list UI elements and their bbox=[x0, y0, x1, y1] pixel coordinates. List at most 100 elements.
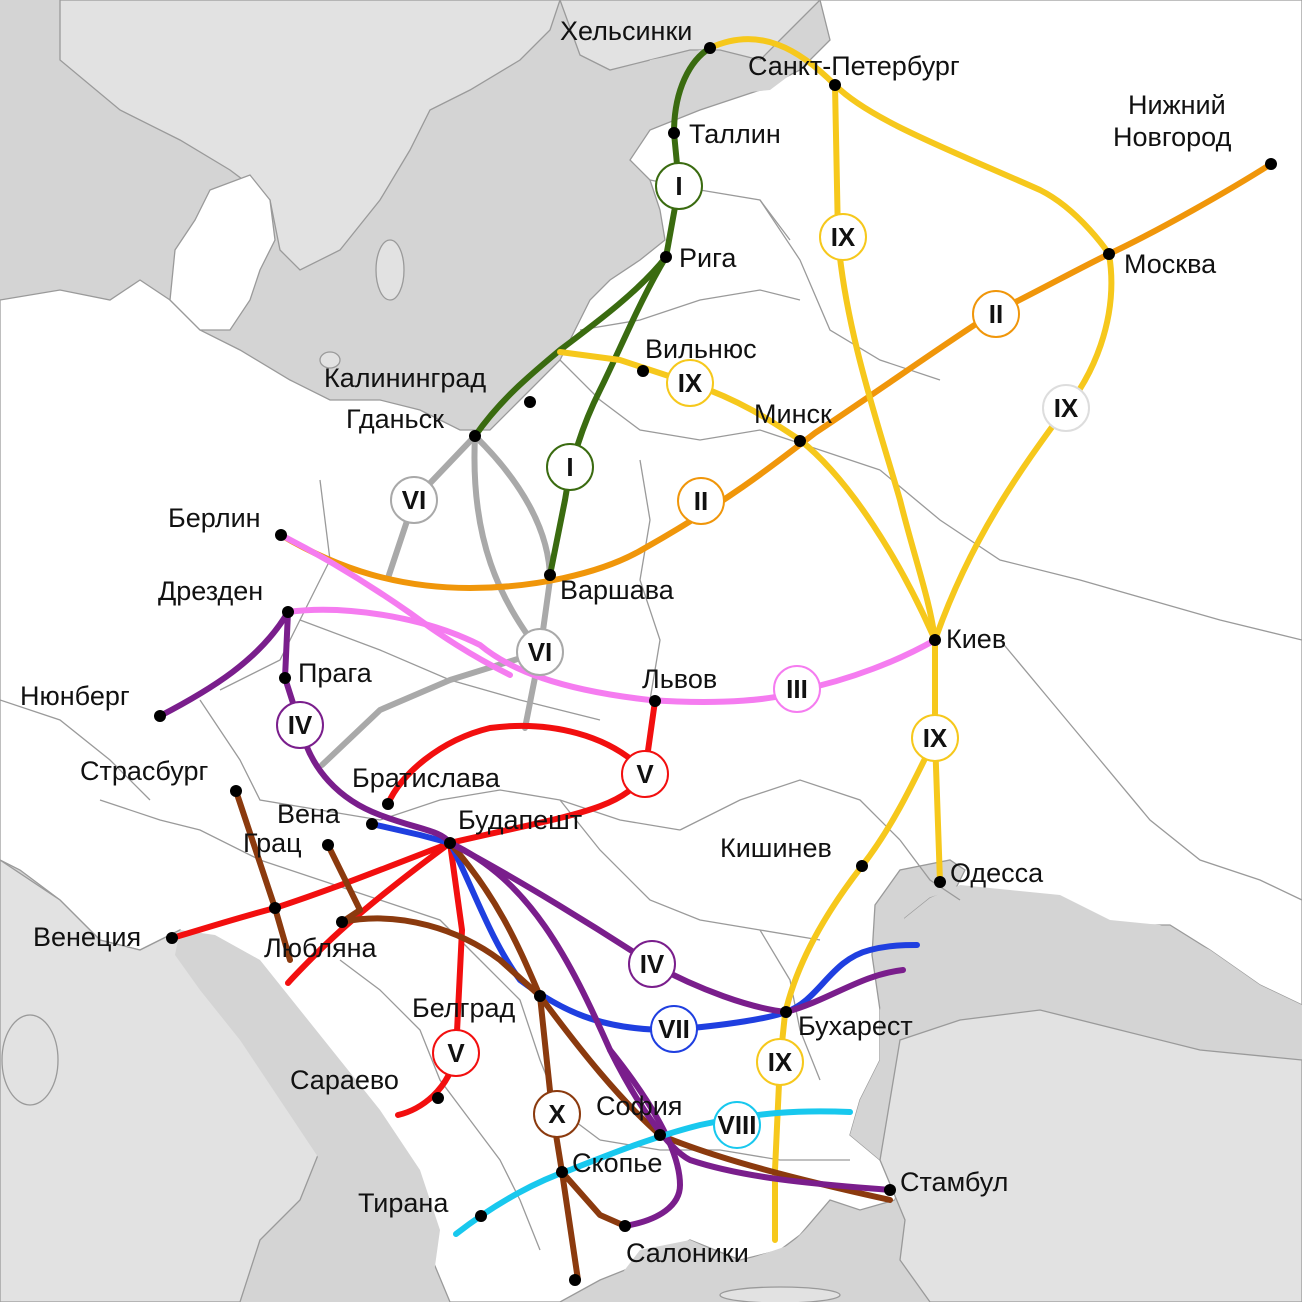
city-dot-minsk[interactable] bbox=[794, 435, 806, 447]
city-dot-tirana[interactable] bbox=[475, 1210, 487, 1222]
city-dot-sofia[interactable] bbox=[654, 1129, 666, 1141]
city-dot-spb[interactable] bbox=[829, 79, 841, 91]
badge-corridor-IX[interactable]: IX bbox=[1042, 384, 1090, 432]
city-dot-nuremberg[interactable] bbox=[154, 710, 166, 722]
badge-corridor-X[interactable]: X bbox=[533, 1090, 581, 1138]
crete-island bbox=[719, 1286, 841, 1302]
city-label-kiev: Киев bbox=[946, 624, 1006, 654]
city-label-budapest: Будапешт bbox=[458, 805, 582, 835]
corridor-IX-route bbox=[832, 82, 943, 885]
corridor-X-route bbox=[559, 1169, 628, 1229]
city-label-vilnius: Вильнюс bbox=[645, 334, 757, 364]
city-dot-lviv[interactable] bbox=[649, 695, 661, 707]
badge-corridor-IX[interactable]: IX bbox=[819, 213, 867, 261]
badge-corridor-VIII[interactable]: VIII bbox=[713, 1101, 761, 1149]
badge-corridor-IX[interactable]: IX bbox=[756, 1038, 804, 1086]
city-dot-vienna[interactable] bbox=[366, 818, 378, 830]
city-label-belgrade: Белград bbox=[412, 993, 515, 1023]
corridor-VI-route bbox=[471, 433, 543, 655]
badge-corridor-VI[interactable]: VI bbox=[516, 628, 564, 676]
city-dot-chisinau[interactable] bbox=[856, 860, 868, 872]
city-label-thessaloniki: Салоники bbox=[626, 1238, 749, 1268]
scandinavia-landmass bbox=[59, 0, 561, 271]
svg-text:VI: VI bbox=[528, 637, 553, 667]
city-dot-tallinn[interactable] bbox=[668, 127, 680, 139]
city-dot-dresden[interactable] bbox=[282, 606, 294, 618]
city-dot-kiev[interactable] bbox=[929, 634, 941, 646]
badge-corridor-IX[interactable]: IX bbox=[666, 359, 714, 407]
badge-corridor-V[interactable]: V bbox=[432, 1029, 480, 1077]
city-label-bucharest: Бухарест bbox=[798, 1011, 913, 1041]
corridor-I-route bbox=[472, 45, 713, 439]
city-label-tirana: Тирана bbox=[358, 1188, 449, 1218]
svg-text:VI: VI bbox=[402, 485, 427, 515]
corridor-X-route bbox=[657, 1132, 893, 1203]
badge-corridor-IV[interactable]: IV bbox=[628, 940, 676, 988]
corridor-IV-route bbox=[447, 840, 906, 1015]
city-label-spb: Санкт-Петербург bbox=[748, 51, 960, 81]
city-dot-strasbourg[interactable] bbox=[230, 785, 242, 797]
city-label-skopje: Скопье bbox=[572, 1148, 662, 1178]
city-dot-moscow[interactable] bbox=[1103, 248, 1115, 260]
city-dot-istanbul[interactable] bbox=[884, 1184, 896, 1196]
city-label-nnovgorod: Нижний bbox=[1128, 90, 1226, 120]
city-label-berlin: Берлин bbox=[168, 503, 261, 533]
city-label-helsinki: Хельсинки bbox=[560, 16, 692, 46]
city-label-venice: Венеция bbox=[33, 922, 141, 952]
badge-corridor-V[interactable]: V bbox=[621, 750, 669, 798]
badge-corridor-III[interactable]: III bbox=[773, 665, 821, 713]
badge-corridor-IX[interactable]: IX bbox=[911, 714, 959, 762]
corridor-X-route bbox=[339, 915, 581, 1283]
svg-text:IX: IX bbox=[768, 1047, 793, 1077]
city-dot-venice[interactable] bbox=[166, 932, 178, 944]
city-dot-kaliningrad[interactable] bbox=[524, 396, 536, 408]
gulf-of-finland bbox=[630, 50, 790, 110]
city-label-riga: Рига bbox=[679, 243, 737, 273]
corridor-badges: I I II II III IV IV V bbox=[276, 162, 1090, 1149]
city-dot-ljubljana[interactable] bbox=[336, 916, 348, 928]
svg-text:IX: IX bbox=[678, 368, 703, 398]
city-dot-riga[interactable] bbox=[660, 251, 672, 263]
city-labels: Хельсинки Санкт-Петербург Нижний Новгоро… bbox=[20, 16, 1232, 1268]
svg-text:I: I bbox=[566, 452, 573, 482]
svg-text:IV: IV bbox=[288, 710, 313, 740]
city-dot-berlin[interactable] bbox=[275, 529, 287, 541]
badge-corridor-II[interactable]: II bbox=[677, 477, 725, 525]
city-label-tallinn: Таллин bbox=[689, 119, 781, 149]
svg-text:I: I bbox=[675, 171, 682, 201]
city-dot-helsinki[interactable] bbox=[704, 42, 716, 54]
gotland-island bbox=[375, 239, 405, 301]
badge-corridor-IV[interactable]: IV bbox=[276, 701, 324, 749]
corridor-IV-route bbox=[157, 609, 453, 846]
city-dot-budapest[interactable] bbox=[444, 837, 456, 849]
city-dot-bratislava[interactable] bbox=[382, 798, 394, 810]
city-dot-thessaloniki[interactable] bbox=[619, 1220, 631, 1232]
badge-corridor-VI[interactable]: VI bbox=[390, 476, 438, 524]
city-dot-nnovgorod[interactable] bbox=[1265, 158, 1277, 170]
city-dot-bucharest[interactable] bbox=[780, 1006, 792, 1018]
badge-corridor-I[interactable]: I bbox=[546, 443, 594, 491]
city-dot-skopje[interactable] bbox=[556, 1166, 568, 1178]
adriatic-sea bbox=[175, 930, 440, 1302]
city-dot-gdansk[interactable] bbox=[469, 430, 481, 442]
svg-text:V: V bbox=[447, 1038, 465, 1068]
city-dot-prague[interactable] bbox=[279, 672, 291, 684]
city-label-lviv: Львов bbox=[642, 664, 717, 694]
city-label-graz: Грац bbox=[243, 828, 302, 858]
city-dot-sarajevo[interactable] bbox=[432, 1092, 444, 1104]
badge-corridor-VII[interactable]: VII bbox=[650, 1005, 698, 1053]
city-dot-graz[interactable] bbox=[322, 839, 334, 851]
city-dot-odessa[interactable] bbox=[934, 876, 946, 888]
anatolia-landmass bbox=[879, 1009, 1302, 1302]
city-dot-vilnius[interactable] bbox=[637, 365, 649, 377]
city-label-istanbul: Стамбул bbox=[900, 1167, 1008, 1197]
denmark-landmass bbox=[169, 174, 276, 331]
badge-corridor-II[interactable]: II bbox=[972, 290, 1020, 338]
city-dot-belgrade[interactable] bbox=[534, 990, 546, 1002]
city-dot-warsaw[interactable] bbox=[544, 569, 556, 581]
badge-corridor-I[interactable]: I bbox=[655, 162, 703, 210]
city-label-strasbourg: Страсбург bbox=[80, 756, 208, 786]
corridor-III-route bbox=[285, 606, 938, 705]
corridor-V-route bbox=[385, 722, 648, 807]
